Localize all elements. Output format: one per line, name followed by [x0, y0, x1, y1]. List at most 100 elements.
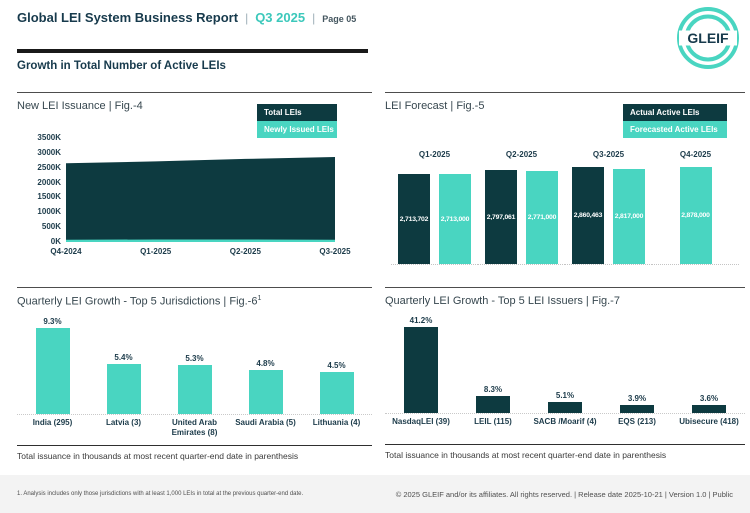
gleif-logo: GLEIF: [677, 7, 739, 69]
chart-title-fig6: Quarterly LEI Growth - Top 5 Jurisdictio…: [17, 288, 372, 308]
fig5-bars-Q3-2025: 2,860,463 2,817,000: [565, 164, 652, 264]
fig5-bar-row: 2,878,000: [652, 164, 739, 265]
y-tick-label: 2500K: [37, 162, 61, 172]
fig6-labels: India (295) Latvia (3) United Arab Emirate…: [17, 418, 372, 442]
fig7-category-label: NasdaqLEI (39): [392, 417, 450, 426]
fig5-bar-value: 2,713,702: [399, 215, 429, 223]
fig5-bar: 2,797,061: [485, 170, 517, 264]
fig6-bar: [248, 369, 283, 414]
fig6-bar-column: 5.3%: [159, 354, 230, 414]
fig6-value-label: 5.3%: [185, 353, 204, 363]
fig7-bar-column: 5.1%: [529, 391, 601, 413]
footer-analysis-note: 1. Analysis includes only those jurisdic…: [17, 491, 304, 497]
fig7-value-label: 41.2%: [409, 316, 433, 325]
fig7-footnote: Total issuance in thousands at most rece…: [385, 444, 745, 460]
section-title: Growth in Total Number of Active LEIs: [17, 60, 226, 72]
separator: |: [312, 11, 316, 25]
separator: |: [245, 11, 249, 25]
fig5-group: Q4-2025 2,878,000: [652, 150, 739, 265]
fig5-bar: 2,713,000: [439, 174, 471, 264]
fig7-bar-column: 8.3%: [457, 385, 529, 413]
fig7-bars: 41.2% 8.3% 5.1% 3.9% 3.6%: [385, 313, 745, 414]
footer-copyright: © 2025 GLEIF and/or its affiliates. All …: [395, 489, 733, 499]
y-tick-label: 1000K: [37, 207, 61, 217]
fig6-category-label: Lithuania (4): [312, 417, 361, 427]
fig5-bars-Q4-2025: 2,878,000: [652, 164, 739, 264]
fig7-category-label: LEIL (115): [474, 417, 512, 426]
fig7-bar: [476, 396, 510, 413]
y-tick-label: 3500K: [37, 133, 61, 142]
fig6-category-label: Saudi Arabia (5): [235, 417, 296, 427]
fig7-labels: NasdaqLEI (39) LEIL (115) SACB /Moarif (4)…: [385, 417, 745, 441]
fig5-bar-row: 2,797,061 2,771,000: [478, 164, 565, 265]
panel-top5-lei-issuers: Quarterly LEI Growth - Top 5 LEI Issuers…: [385, 287, 745, 473]
fig6-bar-column: 4.5%: [301, 361, 372, 414]
fig7-category-label: EQS (213): [618, 417, 656, 426]
fig5-group: Q3-2025 2,860,463 2,817,000: [565, 150, 652, 265]
fig7-bar-column: 3.6%: [673, 394, 745, 413]
report-quarter: Q3 2025: [255, 10, 306, 25]
report-header: Global LEI System Business Report | Q3 2…: [0, 0, 750, 25]
fig6-value-label: 4.8%: [256, 358, 275, 368]
fig6-bar: [106, 363, 141, 414]
fig5-bar: 2,878,000: [679, 167, 712, 264]
fig7-category-label: SACB /Moarif (4): [533, 417, 597, 426]
fig6-value-label: 4.5%: [327, 360, 346, 370]
x-tick-label: Q3-2025: [319, 247, 351, 256]
fig5-quarter-label: Q3-2025: [592, 150, 625, 159]
fig6-bar: [35, 327, 70, 414]
fig4-x-axis: Q4-2024 Q1-2025 Q2-2025 Q3-2025: [50, 247, 350, 259]
panel-lei-forecast: LEI Forecast | Fig.-5 Actual Active LEIs…: [385, 92, 745, 287]
fig6-category-label: Latvia (3): [105, 417, 142, 427]
chart-title-fig4: New LEI Issuance | Fig.-4: [17, 100, 143, 112]
fig7-value-label: 3.9%: [627, 394, 647, 403]
fig4-area-svg: [66, 157, 335, 242]
legend-item-total-leis: Total LEIs: [257, 104, 337, 121]
fig6-value-label: 5.4%: [114, 352, 133, 362]
fig6-category-label: United Arab Emirates (8): [171, 417, 218, 437]
fig5-bars-Q1-2025: 2,713,702 2,713,000: [391, 164, 478, 264]
page-number: Page 05: [322, 14, 357, 24]
fig5-bar-row: 2,860,463 2,817,000: [565, 164, 652, 265]
fig6-category-label: India (295): [32, 417, 73, 427]
fig5-quarter-label: Q1-2025: [418, 150, 451, 159]
fig4-plot: [66, 138, 335, 242]
fig6-footnote: Total issuance in thousands at most rece…: [17, 444, 372, 461]
fig7-value-label: 8.3%: [483, 385, 503, 394]
chart-title-fig5: LEI Forecast | Fig.-5: [385, 100, 485, 112]
fig6-bar-column: 9.3%: [17, 317, 88, 414]
fig5-bar-row: 2,713,702 2,713,000: [391, 164, 478, 265]
fig4-legend: Total LEIs Newly Issued LEIs: [257, 104, 337, 138]
fig5-group: Q2-2025 2,797,061 2,771,000: [478, 150, 565, 265]
fig5-bar-value: 2,860,463: [573, 212, 603, 219]
chart-title-fig6-text: Quarterly LEI Growth - Top 5 Jurisdictio…: [17, 295, 258, 308]
fig4-y-axis: 0K 500K 1000K 1500K 2000K 2500K 3000K 3500K: [17, 133, 61, 246]
fig5-groups: Q1-2025 2,713,702 2,713,000 Q2-2025 2,797,06…: [391, 150, 739, 265]
fig6-bar-column: 4.8%: [230, 359, 301, 414]
y-tick-label: 0K: [50, 237, 61, 246]
x-tick-label: Q1-2025: [140, 247, 172, 256]
y-tick-label: 2000K: [37, 177, 61, 187]
fig7-bar: [692, 405, 726, 413]
section-rule: [17, 49, 368, 53]
fig5-bar: 2,817,000: [613, 169, 645, 264]
legend-item-forecasted-active-leis: Forecasted Active LEIs: [623, 121, 727, 138]
fig5-bar-value: 2,797,061: [486, 213, 516, 221]
fig5-bar-value: 2,878,000: [681, 212, 710, 219]
fig5-bar: 2,713,702: [398, 174, 430, 264]
fig5-legend: Actual Active LEIs Forecasted Active LEI…: [623, 104, 727, 138]
fig7-category-label: Ubisecure (418): [679, 417, 739, 426]
fig7-bar-column: 41.2%: [385, 316, 457, 413]
fig6-bar: [319, 371, 354, 414]
fig6-bar: [177, 364, 212, 414]
x-tick-label: Q4-2024: [50, 247, 82, 256]
panel-top5-jurisdictions: Quarterly LEI Growth - Top 5 Jurisdictio…: [17, 287, 372, 473]
report-title: Global LEI System Business Report: [17, 10, 239, 25]
fig5-group: Q1-2025 2,713,702 2,713,000: [391, 150, 478, 265]
fig6-bar-column: 5.4%: [88, 353, 159, 414]
fig5-quarter-label: Q4-2025: [679, 150, 712, 159]
fig6-value-label: 9.3%: [43, 316, 62, 326]
fig5-bar-value: 2,771,000: [527, 214, 557, 221]
fig5-bar-value: 2,817,000: [614, 213, 644, 220]
fig4-series-newly-issued-leis: [66, 239, 335, 242]
